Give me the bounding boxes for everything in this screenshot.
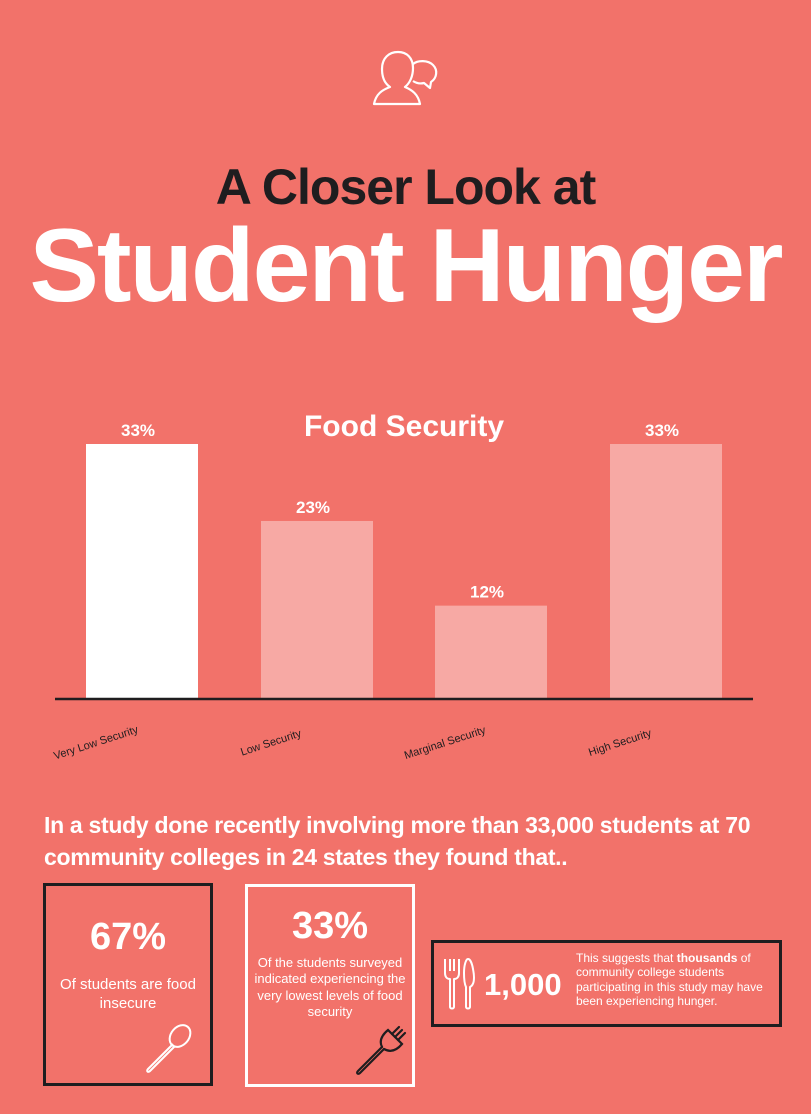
bar-value-label: 33% [121, 421, 155, 440]
bar-very-low-security [86, 444, 198, 698]
stat-box-food-insecure: 67% Of students are food insecure [43, 883, 213, 1086]
utensils-icon [444, 958, 475, 1010]
spoon-icon [146, 1024, 192, 1073]
bar-value-label: 23% [296, 498, 330, 517]
bar-value-label: 33% [645, 421, 679, 440]
intro-paragraph: In a study done recently involving more … [44, 812, 751, 870]
category-label: Marginal Security [403, 724, 488, 762]
food-security-chart: Food Security 33% Very Low Security 23% Low… [52, 410, 753, 763]
person-speech-icon [372, 50, 438, 106]
bar-marginal-security [435, 605, 547, 698]
bar-value-label: 12% [470, 583, 504, 602]
stat-description: This suggests that thousands of communit… [576, 951, 763, 1009]
bar-high-security [610, 444, 722, 698]
category-label: Low Security [239, 728, 303, 759]
stat-description: Of students are food insecure [60, 976, 196, 1012]
category-label: High Security [587, 727, 653, 759]
category-label: Very Low Security [52, 724, 140, 763]
stat-value: 67% [89, 916, 167, 958]
chart-title: Food Security [304, 410, 504, 443]
bar-low-security [261, 520, 373, 698]
stat-box-thousands: 1,000 This suggests that thousands of co… [431, 940, 782, 1027]
stat-value: 1,000 [484, 967, 562, 1002]
stat-value: 33% [291, 905, 369, 947]
stat-description: Of the students surveyed indicated exper… [254, 955, 406, 1019]
page-subtitle: A Closer Look at [215, 159, 596, 215]
stat-box-very-low-security: 33% Of the students surveyed indicated e… [245, 884, 415, 1087]
page-title: Student Hunger [29, 208, 784, 324]
fork-icon [356, 1025, 407, 1075]
